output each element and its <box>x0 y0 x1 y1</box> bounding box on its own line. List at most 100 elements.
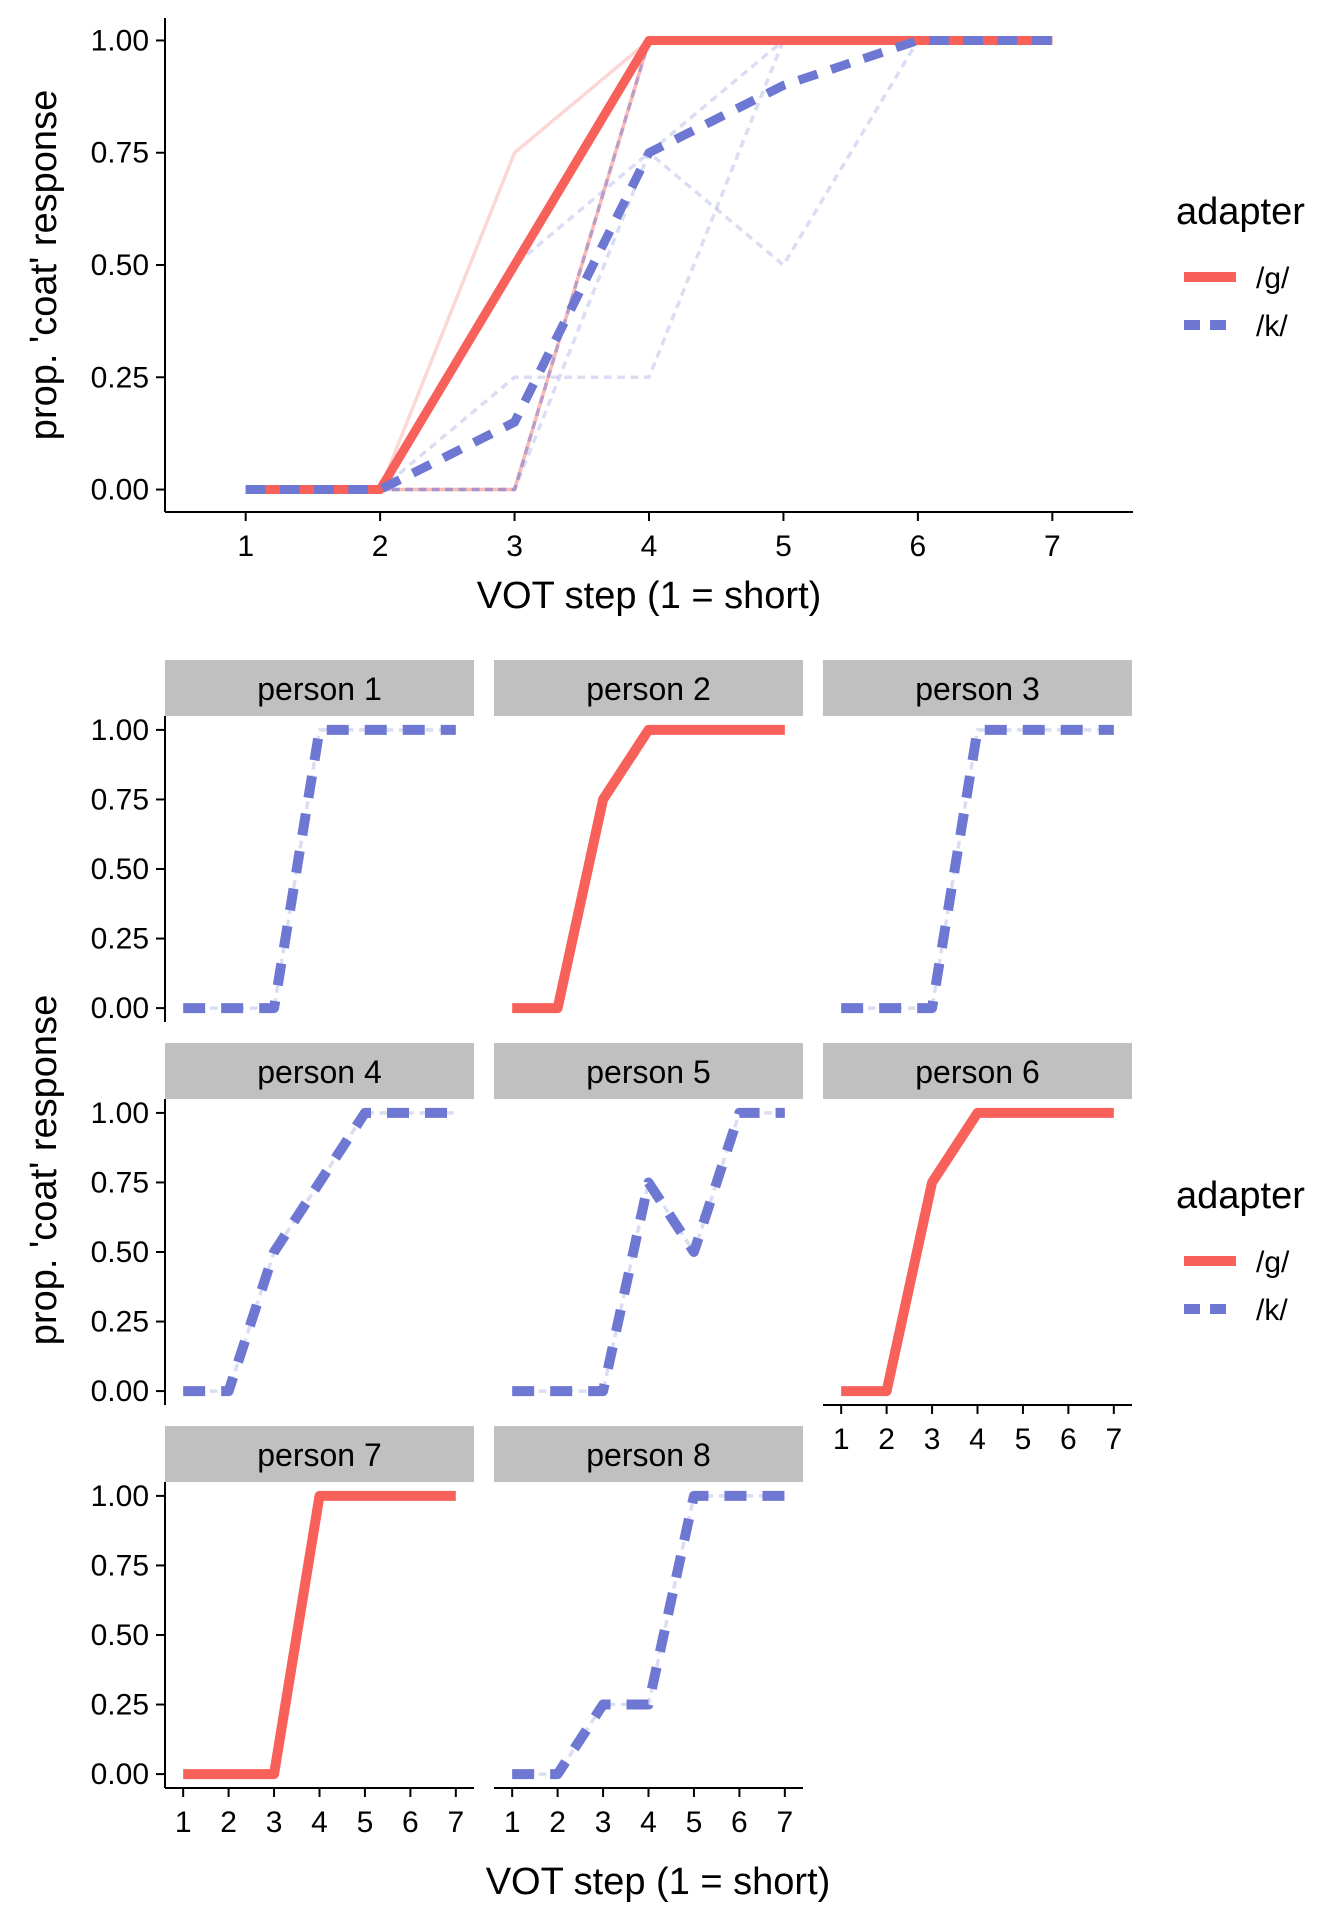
legend-title: adapter <box>1176 191 1305 233</box>
x-tick-label: 2 <box>878 1423 895 1456</box>
individual-line <box>841 1111 1114 1393</box>
x-tick-label: 4 <box>969 1423 986 1456</box>
individual-line <box>245 38 1053 492</box>
y-tick-label: 1.00 <box>91 714 149 747</box>
x-tick-label: 1 <box>833 1423 850 1456</box>
x-tick-label: 6 <box>1060 1423 1077 1456</box>
x-tick-label: 5 <box>686 1806 703 1839</box>
person-line-k <box>512 1490 785 1780</box>
individual-line <box>245 38 1053 492</box>
x-tick-label: 4 <box>311 1806 328 1839</box>
facet-strip-label: person 8 <box>586 1437 711 1473</box>
facet-strip <box>823 1043 1132 1099</box>
facet-strip <box>165 1043 474 1099</box>
y-tick-label: 0.00 <box>91 474 149 507</box>
individual-line <box>245 38 1053 492</box>
individual-line <box>183 1111 456 1393</box>
x-tick-label: 3 <box>595 1806 612 1839</box>
individual-line <box>183 1494 456 1776</box>
mean-line-k <box>245 35 1053 495</box>
y-tick-label: 0.50 <box>91 1236 149 1269</box>
y-tick-label: 1.00 <box>91 1480 149 1513</box>
facet-strip-label: person 3 <box>915 671 1040 707</box>
x-tick-label: 4 <box>640 1806 657 1839</box>
individual-line <box>245 38 1053 492</box>
legend-label: /g/ <box>1256 1246 1290 1279</box>
facet-strip-label: person 2 <box>586 671 711 707</box>
legend-label: /k/ <box>1256 310 1288 343</box>
individual-line <box>841 728 1114 1010</box>
facet-strip <box>494 1043 803 1099</box>
legend-title: adapter <box>1176 1175 1305 1217</box>
individual-line <box>512 728 785 1010</box>
legend-label: /k/ <box>1256 1294 1288 1327</box>
x-tick-label: 3 <box>506 530 523 563</box>
y-tick-label: 0.25 <box>91 923 149 956</box>
x-tick-label: 2 <box>549 1806 566 1839</box>
person-line-k <box>183 1107 456 1397</box>
individual-line <box>512 1494 785 1776</box>
x-tick-label: 5 <box>357 1806 374 1839</box>
y-tick-label: 1.00 <box>91 1097 149 1130</box>
x-tick-label: 3 <box>924 1423 941 1456</box>
legend-label: /g/ <box>1256 262 1290 295</box>
y-tick-label: 0.00 <box>91 1758 149 1791</box>
facet-strip <box>823 660 1132 716</box>
facet-strip-label: person 5 <box>586 1054 711 1090</box>
x-tick-label: 7 <box>776 1806 793 1839</box>
y-tick-label: 0.25 <box>91 1306 149 1339</box>
x-tick-label: 3 <box>266 1806 283 1839</box>
x-tick-label: 6 <box>731 1806 748 1839</box>
individual-line <box>183 728 456 1010</box>
y-tick-label: 1.00 <box>91 24 149 57</box>
y-tick-label: 0.50 <box>91 1619 149 1652</box>
facet-strip <box>494 660 803 716</box>
individual-line <box>245 38 1053 492</box>
x-tick-label: 1 <box>175 1806 192 1839</box>
x-tick-label: 7 <box>1105 1423 1122 1456</box>
x-axis-title: VOT step (1 = short) <box>486 1861 831 1903</box>
x-tick-label: 1 <box>504 1806 521 1839</box>
y-tick-label: 0.50 <box>91 249 149 282</box>
individual-line <box>245 38 1053 492</box>
x-tick-label: 6 <box>402 1806 419 1839</box>
x-tick-label: 7 <box>1044 530 1061 563</box>
x-tick-label: 7 <box>447 1806 464 1839</box>
x-tick-label: 1 <box>237 530 254 563</box>
x-tick-label: 4 <box>641 530 658 563</box>
individual-line <box>245 38 1053 492</box>
y-tick-label: 0.75 <box>91 783 149 816</box>
y-tick-label: 0.75 <box>91 1166 149 1199</box>
y-tick-label: 0.25 <box>91 1689 149 1722</box>
person-line-k <box>183 724 456 1014</box>
y-tick-label: 0.75 <box>91 1549 149 1582</box>
facet-strip-label: person 6 <box>915 1054 1040 1090</box>
y-tick-label: 0.00 <box>91 1375 149 1408</box>
person-line-g <box>841 1107 1114 1397</box>
x-tick-label: 5 <box>775 530 792 563</box>
facet-strip-label: person 1 <box>257 671 382 707</box>
y-tick-label: 0.75 <box>91 137 149 170</box>
y-axis-title: prop. 'coat' response <box>23 90 65 440</box>
facet-strip-label: person 7 <box>257 1437 382 1473</box>
x-tick-label: 5 <box>1015 1423 1032 1456</box>
y-tick-label: 0.25 <box>91 361 149 394</box>
x-tick-label: 2 <box>372 530 389 563</box>
individual-line <box>245 38 1053 492</box>
x-tick-label: 6 <box>910 530 927 563</box>
y-tick-label: 0.00 <box>91 992 149 1025</box>
facet-strip-label: person 4 <box>257 1054 382 1090</box>
facet-strip <box>165 660 474 716</box>
mean-line-g <box>245 35 1053 495</box>
y-tick-label: 0.50 <box>91 853 149 886</box>
person-line-k <box>512 1107 785 1397</box>
person-line-g <box>512 724 785 1014</box>
facet-strip <box>494 1426 803 1482</box>
y-axis-title: prop. 'coat' response <box>23 995 65 1345</box>
person-line-k <box>841 724 1114 1014</box>
facet-strip <box>165 1426 474 1482</box>
person-line-g <box>183 1490 456 1780</box>
x-axis-title: VOT step (1 = short) <box>477 575 822 617</box>
individual-line <box>512 1111 785 1393</box>
